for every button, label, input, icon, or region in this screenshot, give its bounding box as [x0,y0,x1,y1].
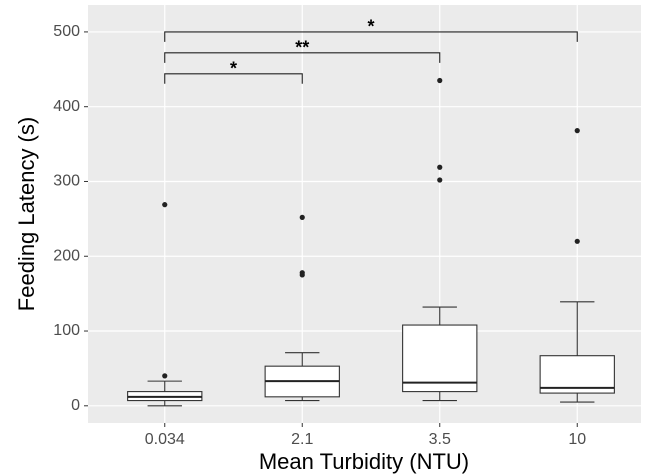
outlier [299,214,305,220]
x-tick-label: 2.1 [291,431,313,448]
outlier [299,272,305,278]
y-tick-label: 0 [71,397,80,414]
significance-bracket [164,73,303,84]
outlier [162,202,168,208]
y-tick-label: 300 [53,173,80,190]
outlier [437,164,443,170]
y-tick-label: 500 [53,23,80,40]
outlier [574,238,580,244]
y-tick-label: 100 [53,322,80,339]
x-axis-title: Mean Turbidity (NTU) [259,449,469,474]
significance-bracket [164,52,441,63]
significance-bracket [164,31,578,42]
plot-panel [88,5,641,423]
outlier [574,128,580,134]
box [402,324,478,393]
outlier [162,373,168,379]
significance-label: * [230,59,237,79]
y-tick-label: 400 [53,98,80,115]
x-tick-label: 0.034 [145,431,185,448]
significance-label: ** [295,38,309,58]
significance-label: * [367,17,374,37]
outlier [437,77,443,84]
y-tick-label: 200 [53,247,80,264]
x-tick-label: 10 [568,431,586,448]
x-tick-label: 3.5 [429,431,451,448]
y-axis-title: Feeding Latency (s) [14,117,39,311]
outlier [437,177,443,183]
